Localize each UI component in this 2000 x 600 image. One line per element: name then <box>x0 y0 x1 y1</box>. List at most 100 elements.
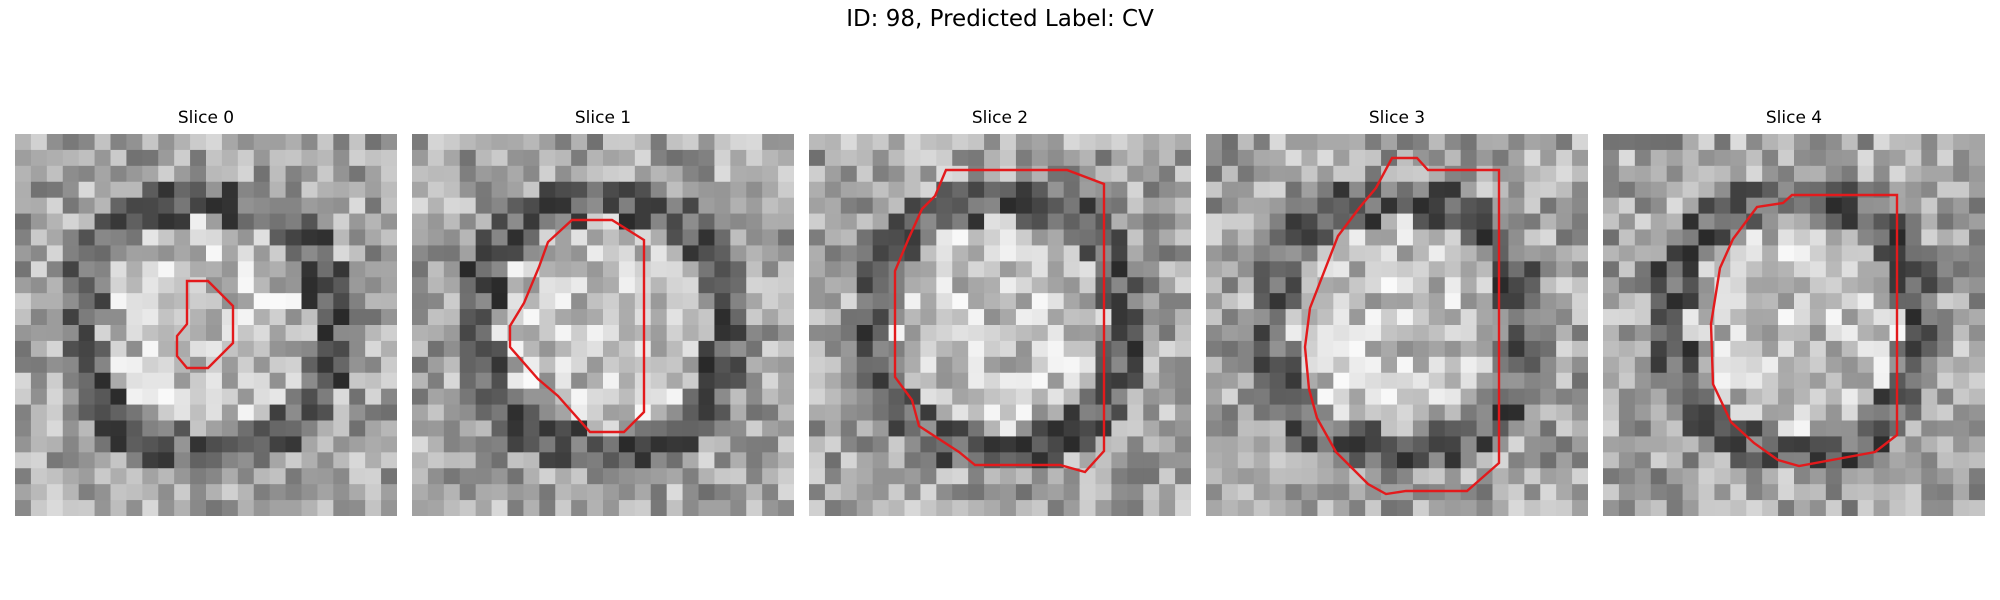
image-pixel <box>539 468 556 485</box>
image-pixel <box>459 293 477 310</box>
slice-image <box>1603 134 1985 516</box>
image-pixel <box>1412 372 1430 390</box>
image-pixel <box>1762 356 1779 374</box>
image-pixel <box>190 181 207 199</box>
image-pixel <box>269 213 287 231</box>
image-pixel <box>190 356 207 374</box>
image-pixel <box>475 213 493 231</box>
image-pixel <box>1762 484 1779 501</box>
image-pixel <box>1000 229 1017 247</box>
image-pixel <box>1476 309 1494 326</box>
image-pixel <box>1381 388 1398 406</box>
image-pixel <box>809 197 826 215</box>
image-pixel <box>1794 500 1811 516</box>
image-pixel <box>920 388 937 406</box>
image-pixel <box>285 277 303 294</box>
image-pixel <box>142 277 159 294</box>
image-pixel <box>936 388 953 406</box>
image-pixel <box>1031 181 1049 199</box>
image-pixel <box>1508 500 1525 516</box>
image-pixel <box>459 404 477 422</box>
image-pixel <box>762 245 779 262</box>
image-pixel <box>507 277 525 294</box>
image-pixel <box>1397 181 1414 199</box>
image-pixel <box>698 261 716 278</box>
image-pixel <box>190 149 207 167</box>
image-pixel <box>1253 404 1271 422</box>
image-pixel <box>427 149 445 167</box>
image-pixel <box>1508 261 1525 278</box>
image-pixel <box>190 134 207 151</box>
image-pixel <box>920 213 937 231</box>
image-pixel <box>78 277 96 294</box>
image-pixel <box>1524 436 1541 453</box>
slice-image <box>15 134 397 516</box>
image-pixel <box>1031 277 1049 294</box>
image-pixel <box>840 213 858 231</box>
image-pixel <box>1206 356 1223 374</box>
image-pixel <box>1778 229 1795 247</box>
image-pixel <box>1857 277 1875 294</box>
image-pixel <box>190 165 207 183</box>
image-pixel <box>730 420 747 438</box>
image-pixel <box>1428 468 1446 485</box>
image-pixel <box>1953 356 1970 374</box>
image-pixel <box>1682 213 1700 231</box>
image-pixel <box>650 277 668 294</box>
image-pixel <box>1634 420 1652 438</box>
image-pixel <box>1015 356 1033 374</box>
image-pixel <box>1841 149 1859 167</box>
image-pixel <box>539 388 556 406</box>
image-pixel <box>412 213 429 231</box>
image-pixel <box>475 356 493 374</box>
image-pixel <box>62 388 80 406</box>
image-pixel <box>1540 197 1557 215</box>
image-pixel <box>126 261 143 278</box>
image-pixel <box>1572 261 1588 278</box>
image-pixel <box>1889 468 1907 485</box>
image-pixel <box>1905 340 1922 358</box>
image-pixel <box>1809 404 1827 422</box>
image-pixel <box>1365 197 1382 215</box>
image-pixel <box>1841 484 1859 501</box>
image-pixel <box>1221 325 1239 342</box>
image-pixel <box>190 500 207 516</box>
image-pixel <box>365 277 382 294</box>
slice-title: Slice 3 <box>1368 108 1426 128</box>
image-pixel <box>539 500 556 516</box>
image-pixel <box>952 500 969 516</box>
image-pixel <box>1682 165 1700 183</box>
image-pixel <box>1301 277 1319 294</box>
image-pixel <box>269 293 287 310</box>
image-pixel <box>491 245 509 262</box>
image-pixel <box>618 404 636 422</box>
image-pixel <box>78 245 96 262</box>
image-pixel <box>15 134 32 151</box>
image-pixel <box>698 404 716 422</box>
image-pixel <box>317 181 334 199</box>
image-pixel <box>507 436 525 453</box>
image-pixel <box>1221 245 1239 262</box>
image-pixel <box>491 500 509 516</box>
image-pixel <box>1111 293 1128 310</box>
image-pixel <box>555 468 572 485</box>
image-pixel <box>1365 149 1382 167</box>
image-pixel <box>285 181 303 199</box>
image-pixel <box>1381 261 1398 278</box>
image-pixel <box>809 340 826 358</box>
image-pixel <box>1825 245 1843 262</box>
image-pixel <box>1825 484 1843 501</box>
image-pixel <box>1809 277 1827 294</box>
image-pixel <box>824 197 842 215</box>
image-pixel <box>269 404 287 422</box>
image-pixel <box>1682 420 1700 438</box>
image-pixel <box>1508 181 1525 199</box>
image-pixel <box>1714 181 1731 199</box>
image-pixel <box>206 404 223 422</box>
image-pixel <box>603 325 620 342</box>
image-pixel <box>650 436 668 453</box>
image-pixel <box>1666 468 1684 485</box>
image-pixel <box>349 277 366 294</box>
image-pixel <box>1556 340 1573 358</box>
image-pixel <box>1634 277 1652 294</box>
